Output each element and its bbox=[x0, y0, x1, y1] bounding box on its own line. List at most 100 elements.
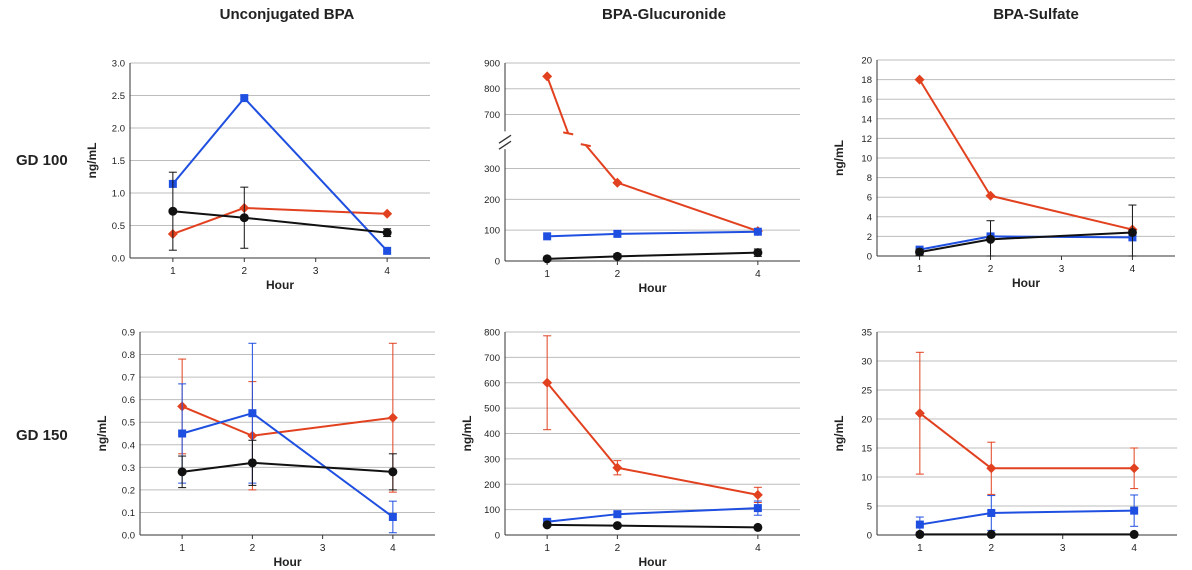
series-red bbox=[914, 74, 1138, 235]
x-tick-label: 1 bbox=[170, 266, 176, 277]
data-point-diamond bbox=[542, 71, 553, 82]
series-break-stop bbox=[580, 143, 591, 148]
y-tick-label: 700 bbox=[484, 110, 500, 121]
data-point-square bbox=[248, 409, 257, 418]
y-tick-label: 700 bbox=[484, 353, 500, 364]
y-tick-label: 2.5 bbox=[112, 91, 125, 102]
y-tick-label: 14 bbox=[861, 114, 872, 125]
y-tick-label: 10 bbox=[861, 154, 872, 165]
column-title-glucuronide: BPA-Glucuronide bbox=[602, 6, 726, 23]
y-tick-label: 0 bbox=[867, 531, 872, 542]
chart-1: 0.0 0.5 1.0 1.5 2.0 2.5 3.0 1 2 3 4 Hour ng/mL bbox=[85, 59, 430, 292]
y-tick-label: 0.8 bbox=[122, 350, 135, 361]
x-tick-label: 4 bbox=[755, 269, 761, 280]
y-tick-label: 500 bbox=[484, 404, 500, 415]
axis-break-mark bbox=[498, 140, 512, 150]
data-point-circle bbox=[177, 467, 187, 477]
y-tick-label: 5 bbox=[867, 502, 872, 513]
series-red bbox=[914, 351, 1140, 495]
series-black bbox=[915, 204, 1137, 257]
y-tick-label: 300 bbox=[484, 454, 500, 465]
y-tick-label: 35 bbox=[861, 328, 872, 339]
y-tick-label: 0 bbox=[495, 257, 500, 268]
series-blue bbox=[543, 227, 762, 241]
series-line bbox=[919, 238, 991, 254]
x-tick-label: 2 bbox=[242, 266, 248, 277]
data-point-square bbox=[388, 512, 397, 521]
data-point-circle bbox=[986, 234, 996, 244]
x-tick-label: 3 bbox=[1059, 264, 1065, 275]
data-point-square bbox=[383, 246, 392, 255]
data-point-circle bbox=[382, 228, 392, 238]
y-axis-label: ng/mL bbox=[460, 416, 474, 452]
series-blue bbox=[178, 342, 397, 534]
column-title-sulfate: BPA-Sulfate bbox=[993, 6, 1079, 23]
x-tick-label: 1 bbox=[544, 543, 550, 554]
y-tick-label: 0.2 bbox=[122, 485, 135, 496]
series-black bbox=[177, 439, 398, 491]
series-blue bbox=[915, 232, 1137, 254]
series-line bbox=[918, 79, 992, 197]
x-tick-label: 3 bbox=[1060, 543, 1066, 554]
data-point-square bbox=[987, 508, 996, 517]
data-point-circle bbox=[168, 206, 178, 216]
series-break-stop bbox=[563, 131, 574, 136]
series-line bbox=[252, 461, 393, 473]
y-tick-label: 0.4 bbox=[122, 440, 135, 451]
x-tick-label: 2 bbox=[615, 269, 621, 280]
x-tick-label: 4 bbox=[390, 543, 396, 554]
y-tick-label: 800 bbox=[484, 328, 500, 339]
y-tick-label: 200 bbox=[484, 480, 500, 491]
data-point-circle bbox=[247, 458, 257, 468]
series-line bbox=[547, 232, 618, 238]
y-tick-label: 1.0 bbox=[112, 189, 125, 200]
chart-4: 0.0 0.1 0.2 0.3 0.4 0.5 0.6 0.7 0.8 0.9 1 2 3 4 Hour ng… bbox=[95, 328, 435, 569]
x-tick-label: 4 bbox=[1131, 543, 1137, 554]
data-point-diamond bbox=[387, 412, 398, 423]
series-line bbox=[244, 216, 388, 234]
series-black bbox=[915, 529, 1139, 539]
x-tick-label: 1 bbox=[917, 543, 923, 554]
chart-5: 0 100 200 300 400 500 600 700 800 1 2 4 Hour ng/mL bbox=[460, 328, 800, 569]
y-tick-label: 4 bbox=[867, 212, 872, 223]
y-tick-label: 300 bbox=[484, 164, 500, 175]
data-point-circle bbox=[753, 248, 763, 258]
y-tick-label: 10 bbox=[861, 473, 872, 484]
x-tick-label: 3 bbox=[320, 543, 326, 554]
y-tick-label: 30 bbox=[861, 357, 872, 368]
series-line bbox=[243, 97, 388, 252]
data-point-square bbox=[753, 504, 762, 513]
data-point-diamond bbox=[914, 408, 925, 419]
y-tick-label: 0.6 bbox=[122, 395, 135, 406]
x-axis-label: Hour bbox=[639, 555, 667, 569]
series-line bbox=[617, 251, 758, 258]
y-tick-label: 800 bbox=[484, 84, 500, 95]
series-line bbox=[585, 144, 619, 184]
series-line bbox=[182, 461, 253, 473]
x-tick-label: 2 bbox=[250, 543, 256, 554]
data-point-diamond bbox=[986, 463, 997, 474]
x-tick-label: 4 bbox=[755, 543, 761, 554]
data-point-circle bbox=[753, 522, 763, 532]
data-point-square bbox=[613, 229, 622, 238]
data-point-square bbox=[1130, 506, 1139, 515]
data-point-circle bbox=[612, 251, 622, 261]
y-tick-label: 2.0 bbox=[112, 124, 125, 135]
series-line bbox=[991, 509, 1135, 514]
series-line bbox=[244, 206, 388, 215]
y-tick-label: 20 bbox=[861, 56, 872, 67]
y-tick-label: 8 bbox=[867, 173, 872, 184]
x-tick-label: 4 bbox=[384, 266, 390, 277]
series-line bbox=[181, 412, 253, 435]
y-tick-label: 200 bbox=[484, 195, 500, 206]
data-point-square bbox=[753, 227, 762, 236]
series-blue bbox=[915, 494, 1139, 533]
y-tick-label: 0.1 bbox=[122, 508, 135, 519]
series-line bbox=[919, 235, 991, 251]
x-axis-label: Hour bbox=[639, 281, 667, 295]
x-tick-label: 1 bbox=[917, 264, 923, 275]
data-point-circle bbox=[612, 521, 622, 531]
series-line bbox=[547, 523, 618, 527]
